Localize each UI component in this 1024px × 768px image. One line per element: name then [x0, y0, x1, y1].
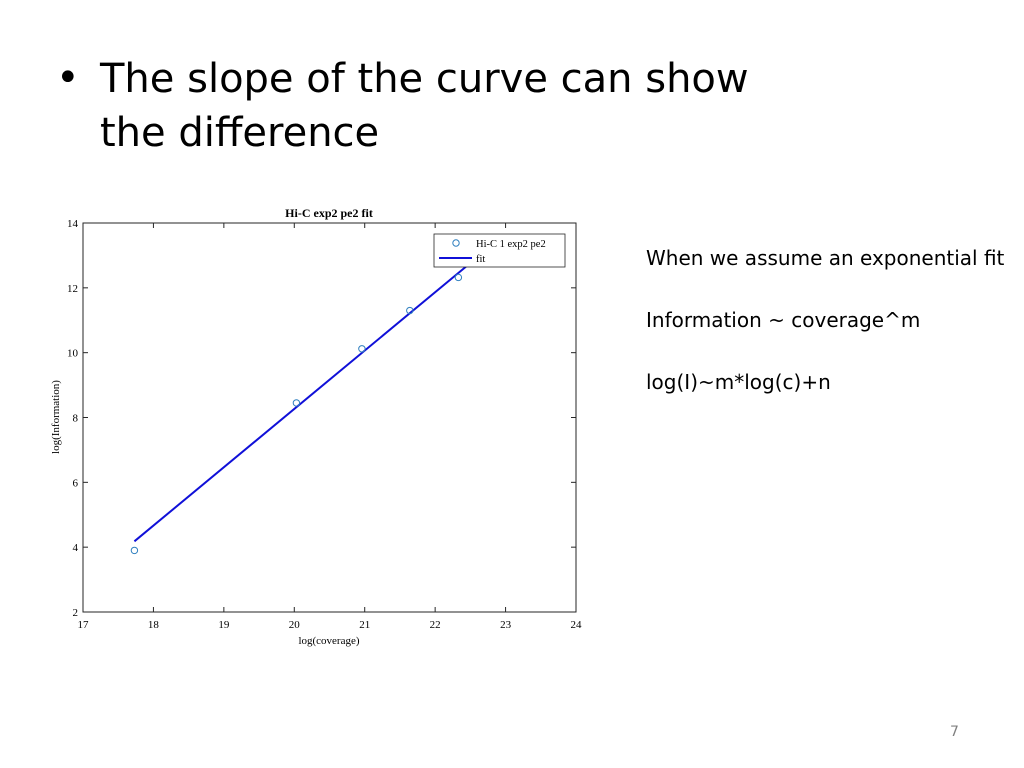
x-tick-label: 18 [148, 619, 160, 631]
data-point [130, 546, 139, 555]
y-tick-label: 12 [67, 283, 78, 295]
data-point [358, 345, 366, 353]
plot-area [82, 222, 577, 613]
x-tick-label: 21 [359, 619, 370, 631]
legend-label-fit: fit [476, 254, 485, 265]
chart-title: Hi-C exp2 pe2 fit [285, 206, 373, 220]
x-tick-label: 22 [430, 619, 441, 631]
y-tick-label: 8 [73, 413, 79, 425]
legend: Hi-C 1 exp2 pe2 fit [433, 233, 566, 268]
data-point [292, 399, 301, 407]
x-axis-label: log(coverage) [298, 635, 359, 647]
x-tick-label: 17 [78, 619, 90, 631]
data-point [454, 273, 463, 282]
bullet-text: The slope of the curve can show the diff… [100, 56, 749, 156]
legend-marker-points [452, 239, 460, 247]
x-tick-label: 23 [500, 619, 512, 631]
x-tick-label: 24 [571, 619, 583, 631]
note-log-formula: log(I)~m*log(c)+n [646, 370, 831, 394]
data-point [406, 306, 414, 315]
y-axis-label: log(Information) [50, 380, 62, 454]
x-tick-label: 19 [218, 619, 230, 631]
y-tick-label: 6 [73, 477, 79, 489]
fit-line [133, 261, 473, 543]
y-tick-label: 4 [73, 542, 79, 554]
note-exponential-fit: When we assume an exponential fit [646, 246, 1005, 270]
y-tick-label: 2 [73, 607, 79, 619]
legend-label-points: Hi-C 1 exp2 pe2 [476, 239, 546, 250]
y-tick-label: 14 [67, 218, 79, 230]
x-tick-label: 20 [289, 619, 301, 631]
page-number: 7 [950, 724, 959, 740]
bullet-icon: • [56, 55, 80, 101]
note-power-law: Information ~ coverage^m [646, 308, 921, 332]
y-tick-label: 10 [67, 348, 79, 360]
chart: Hi-C exp2 pe2 fit log(coverage) log(Info… [50, 206, 583, 647]
